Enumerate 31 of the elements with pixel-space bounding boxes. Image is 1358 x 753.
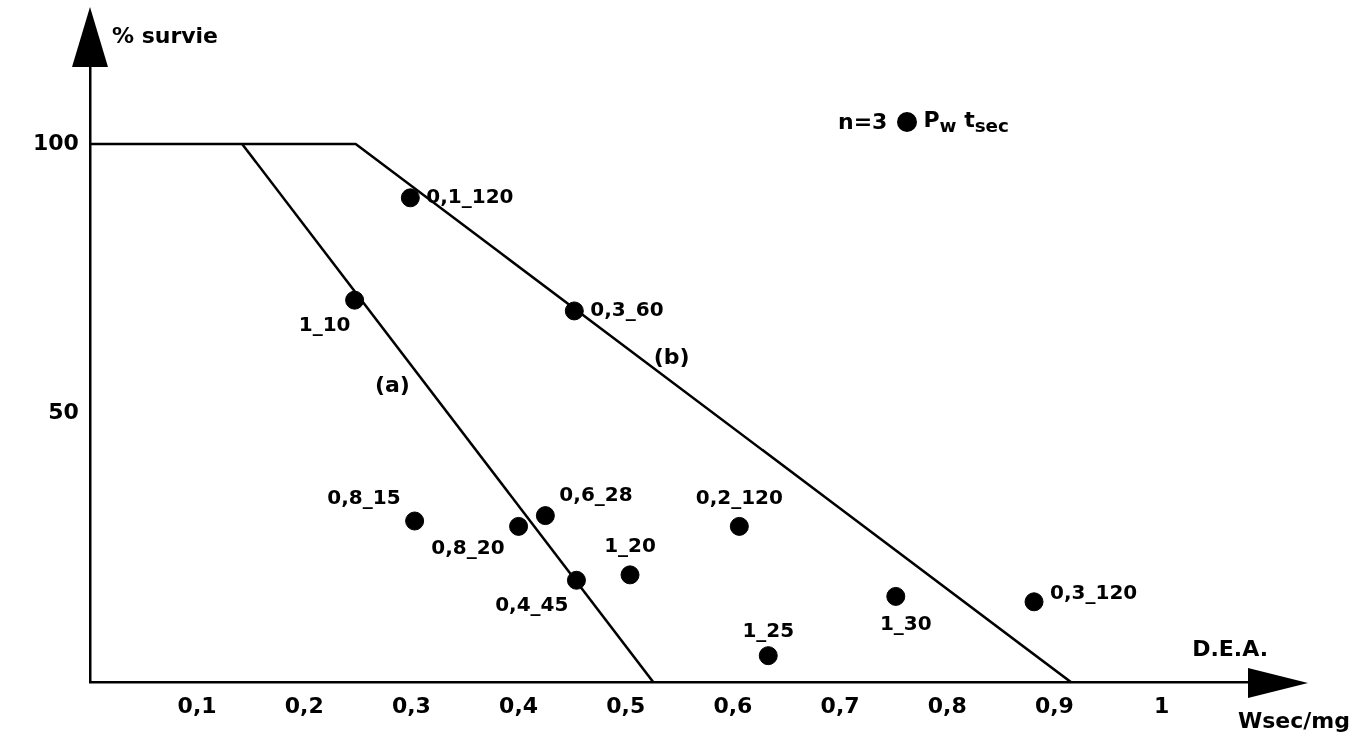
data-label: 0,8_20 bbox=[431, 534, 505, 559]
y-tick-label: 50 bbox=[48, 399, 79, 424]
data-label: 0,1_120 bbox=[426, 184, 514, 209]
x-tick-label: 0,8 bbox=[927, 692, 967, 718]
x-tick-label: 0,1 bbox=[177, 692, 217, 718]
annotation: (b) bbox=[653, 344, 690, 370]
text: Wsec/mg bbox=[1238, 708, 1351, 734]
data-label: 0,3_60 bbox=[590, 297, 664, 322]
x-tick-label: 0,9 bbox=[1034, 692, 1074, 718]
data-label: 0,4_45 bbox=[495, 592, 569, 617]
annotation: (a) bbox=[374, 372, 410, 398]
data-label: 0,3_120 bbox=[1050, 580, 1138, 605]
annotation: n=3 bbox=[838, 109, 888, 135]
x-tick-label: 0,2 bbox=[284, 692, 324, 718]
legend-label: P$_{w}$ t$_{sec}$ bbox=[923, 107, 1009, 137]
data-label: 0,2_120 bbox=[695, 484, 783, 509]
y-tick-label: 100 bbox=[32, 129, 79, 155]
y-axis-title: % survie bbox=[111, 22, 219, 48]
data-label: 0,8_15 bbox=[327, 485, 401, 510]
x-axis-title: D.E.A. bbox=[1192, 636, 1268, 662]
x-tick-label: 1 bbox=[1153, 692, 1170, 718]
data-label: 1_20 bbox=[604, 533, 656, 558]
x-tick-label: 0,7 bbox=[820, 692, 860, 718]
data-label: 1_30 bbox=[879, 610, 932, 635]
data-label: 1_10 bbox=[298, 312, 351, 337]
x-tick-label: 0,3 bbox=[391, 692, 431, 718]
data-label: 0,6_28 bbox=[559, 481, 633, 506]
x-tick-label: 0,5 bbox=[606, 692, 646, 718]
x-tick-label: 0,4 bbox=[499, 692, 539, 718]
x-tick-label: 0,6 bbox=[713, 692, 753, 718]
data-label: 1_25 bbox=[742, 617, 795, 642]
